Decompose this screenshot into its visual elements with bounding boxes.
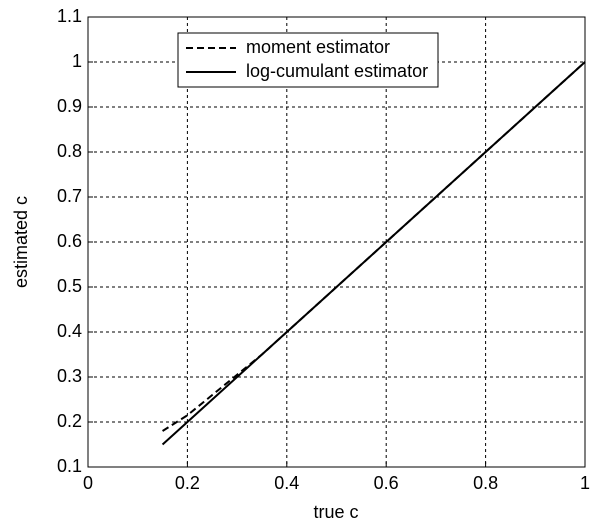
legend-label: moment estimator	[246, 37, 390, 57]
y-tick-label: 0.3	[57, 366, 82, 386]
y-tick-label: 0.1	[57, 456, 82, 476]
y-tick-label: 1.1	[57, 6, 82, 26]
y-tick-label: 0.9	[57, 96, 82, 116]
x-tick-label: 0.4	[274, 473, 299, 493]
legend-label: log-cumulant estimator	[246, 61, 428, 81]
y-tick-label: 0.8	[57, 141, 82, 161]
plot-frame	[87, 16, 586, 468]
y-tick-label: 0.4	[57, 321, 82, 341]
x-tick-label: 0	[83, 473, 93, 493]
x-axis-label: true c	[313, 502, 358, 522]
x-tick-label: 1	[580, 473, 590, 493]
data-line	[161, 61, 586, 446]
y-tick-label: 1	[72, 51, 82, 71]
y-tick-label: 0.6	[57, 231, 82, 251]
x-tick-label: 0.6	[374, 473, 399, 493]
y-tick-label: 0.2	[57, 411, 82, 431]
y-tick-label: 0.5	[57, 276, 82, 296]
y-tick-label: 0.7	[57, 186, 82, 206]
x-tick-label: 0.2	[175, 473, 200, 493]
x-tick-label: 0.8	[473, 473, 498, 493]
legend-box	[177, 32, 439, 88]
y-axis-label: estimated c	[11, 196, 31, 288]
